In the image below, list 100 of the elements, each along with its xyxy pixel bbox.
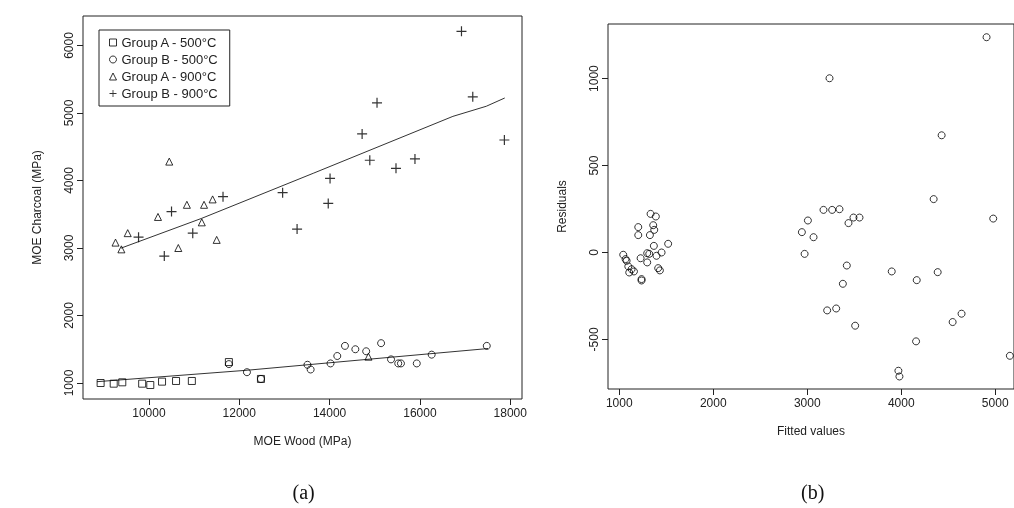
point: [894, 366, 903, 375]
point: [948, 318, 957, 327]
point: [634, 223, 643, 232]
point: [649, 221, 658, 230]
point: [372, 97, 383, 108]
point: [652, 251, 661, 260]
point: [364, 352, 373, 361]
point: [340, 341, 349, 350]
point: [482, 341, 491, 350]
point: [197, 218, 206, 227]
text: (b): [801, 481, 825, 504]
point: [325, 173, 336, 184]
point: [409, 153, 420, 164]
x-tick-label: 16000: [403, 406, 437, 420]
point: [499, 135, 510, 145]
point: [643, 258, 652, 267]
point: [387, 355, 396, 364]
point: [165, 157, 174, 166]
point: [989, 214, 998, 223]
point: [851, 321, 860, 330]
point: [182, 200, 191, 209]
x-tick-label: 2000: [699, 396, 727, 410]
point: [842, 261, 851, 270]
point: [412, 359, 421, 368]
point: [664, 239, 673, 248]
x-tick-label: 10000: [132, 406, 166, 420]
point: [118, 378, 127, 387]
point: [377, 339, 386, 348]
x-tick-label: 18000: [493, 406, 528, 420]
point: [351, 345, 360, 354]
point: [657, 248, 666, 257]
point: [172, 376, 181, 385]
point: [982, 33, 991, 42]
point: [803, 216, 812, 225]
point: [895, 372, 904, 381]
point: [200, 200, 209, 209]
point: [912, 337, 921, 346]
point: [187, 376, 196, 385]
point: [849, 213, 858, 222]
point: [242, 368, 251, 377]
x-axis-title: Fitted values: [776, 424, 846, 438]
point: [390, 163, 401, 174]
point: [797, 228, 806, 237]
point: [303, 360, 312, 369]
point: [957, 309, 966, 318]
point: [174, 244, 183, 252]
legend-label: Group A - 900°C: [121, 69, 217, 84]
x-tick-label: 4000: [887, 396, 915, 410]
point: [146, 381, 155, 390]
x-tick-label: 12000: [222, 406, 257, 420]
point: [649, 241, 658, 250]
point: [138, 379, 147, 388]
point: [1005, 351, 1014, 360]
point: [650, 225, 659, 234]
point: [651, 212, 660, 221]
point: [912, 276, 921, 285]
point: [109, 379, 118, 388]
point: [634, 231, 643, 240]
legend-label: Group B - 500°C: [121, 52, 218, 67]
y-tick-label: 6000: [62, 31, 76, 59]
point: [800, 249, 809, 258]
point: [619, 250, 628, 259]
point: [933, 268, 942, 277]
point: [844, 219, 853, 228]
point: [809, 233, 818, 242]
x-tick-label: 1000: [605, 396, 633, 410]
y-tick-label: 2000: [62, 301, 76, 329]
x-tick-label: 14000: [312, 406, 347, 420]
point: [887, 267, 896, 276]
y-axis-title: MOE Charcoal (MPa): [30, 150, 44, 265]
point: [357, 128, 368, 139]
y-tick-label: 0: [587, 248, 601, 256]
point: [625, 268, 634, 277]
x-tick-label: 5000: [981, 396, 1009, 410]
point: [636, 254, 645, 263]
point: [117, 245, 126, 254]
legend-label: Group B - 900°C: [121, 86, 218, 101]
point: [838, 279, 847, 288]
y-tick-label: 4000: [62, 166, 76, 194]
text: (a): [292, 481, 315, 504]
point: [929, 195, 938, 204]
y-tick-label: 500: [587, 155, 601, 176]
point: [326, 359, 335, 368]
point: [645, 231, 654, 240]
point: [292, 224, 303, 235]
x-axis-title: MOE Wood (MPa): [253, 434, 352, 448]
point: [646, 209, 655, 218]
y-tick-label: 3000: [62, 234, 76, 262]
y-tick-label: 1000: [587, 64, 601, 92]
y-axis-title: Residuals: [555, 180, 569, 233]
point: [158, 377, 167, 386]
point: [333, 352, 342, 360]
point: [111, 238, 120, 247]
legend-label: Group A - 500°C: [121, 35, 217, 50]
point: [832, 304, 841, 313]
point: [427, 350, 436, 359]
point: [96, 379, 105, 387]
point: [937, 131, 946, 140]
point: [624, 262, 633, 271]
point: [825, 74, 834, 83]
